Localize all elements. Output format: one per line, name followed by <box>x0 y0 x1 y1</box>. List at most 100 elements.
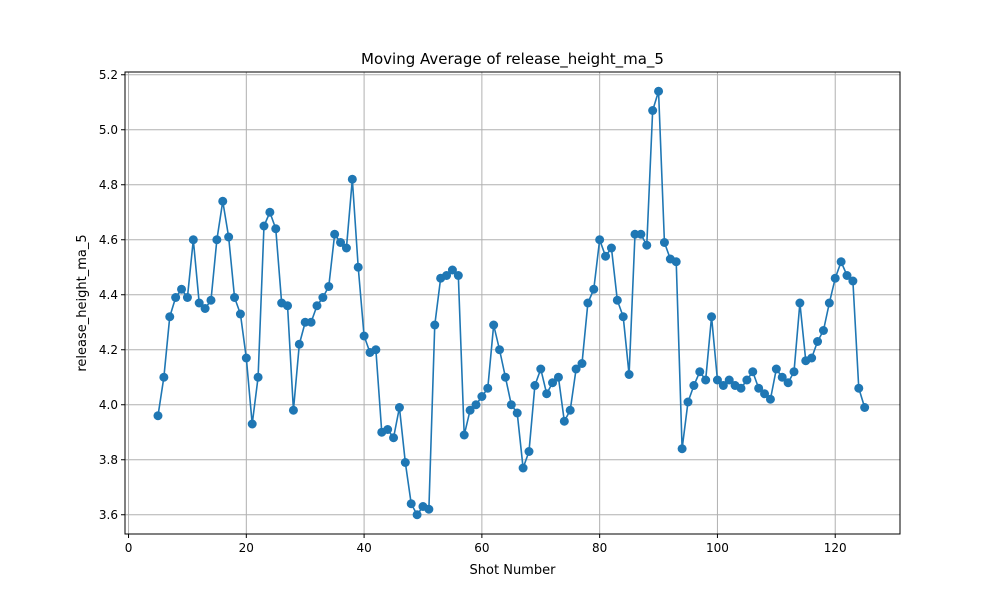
y-tick-label: 4.6 <box>99 233 118 247</box>
data-point <box>548 378 558 388</box>
data-point <box>842 271 852 280</box>
data-point <box>306 317 316 327</box>
data-point <box>748 367 758 377</box>
data-point <box>182 293 192 302</box>
data-point <box>371 345 381 355</box>
x-tick-label: 100 <box>706 541 729 555</box>
y-axis-label: release_height_ma_5 <box>75 234 90 371</box>
data-point <box>860 403 870 412</box>
data-point <box>424 504 434 514</box>
data-point <box>412 510 422 520</box>
data-point <box>854 383 864 393</box>
data-point <box>312 301 322 311</box>
data-point <box>689 381 699 390</box>
data-point <box>695 367 705 377</box>
data-point <box>483 383 493 393</box>
data-point <box>718 381 728 390</box>
data-point <box>265 207 275 217</box>
data-point <box>824 298 834 308</box>
data-point <box>159 372 169 382</box>
data-point <box>742 375 752 385</box>
data-point <box>783 378 793 388</box>
data-point <box>430 320 440 330</box>
data-point <box>777 372 787 382</box>
data-point <box>341 243 351 253</box>
data-point <box>218 196 228 206</box>
data-point <box>765 394 775 404</box>
data-point <box>530 381 540 390</box>
data-point <box>736 383 746 393</box>
data-point <box>565 405 575 415</box>
data-point <box>648 106 658 115</box>
data-point <box>259 221 269 231</box>
data-point <box>400 458 410 467</box>
data-point <box>624 370 634 379</box>
data-point <box>583 298 593 308</box>
data-point <box>813 337 823 346</box>
data-point <box>336 238 346 247</box>
x-tick-label: 80 <box>592 541 607 555</box>
chart-title: Moving Average of release_height_ma_5 <box>361 50 664 69</box>
data-point <box>359 331 369 341</box>
x-tick-label: 0 <box>125 541 133 555</box>
data-point <box>848 276 858 286</box>
data-point <box>288 405 298 415</box>
data-point <box>636 229 646 239</box>
data-point <box>459 430 469 440</box>
data-point <box>595 235 605 245</box>
data-point <box>324 282 334 291</box>
data-point <box>235 309 245 319</box>
data-point <box>453 271 463 280</box>
data-point <box>165 312 175 322</box>
data-point <box>512 408 522 418</box>
data-point <box>506 400 516 410</box>
data-point <box>406 499 416 509</box>
data-point <box>394 403 404 412</box>
data-point <box>224 232 234 242</box>
x-axis-ticks: 0 20 40 60 80 100 120 <box>125 534 847 555</box>
data-point <box>612 295 622 305</box>
data-point <box>618 312 628 322</box>
data-point <box>789 367 799 377</box>
x-axis-label: Shot Number <box>470 563 557 578</box>
data-point <box>542 389 552 399</box>
data-point <box>230 293 240 302</box>
data-point <box>347 174 357 184</box>
data-point <box>671 257 681 267</box>
data-point <box>830 273 840 283</box>
grid-lines <box>125 72 900 534</box>
data-point <box>330 229 340 239</box>
data-point <box>500 372 510 382</box>
data-point <box>559 416 569 426</box>
data-point <box>241 353 251 363</box>
data-point <box>271 224 281 234</box>
data-point <box>471 400 481 410</box>
data-point <box>253 372 263 382</box>
data-point <box>477 392 487 401</box>
data-point <box>294 339 304 349</box>
data-point <box>489 320 499 330</box>
data-point <box>353 262 363 272</box>
data-point <box>318 293 328 302</box>
data-point <box>283 301 293 311</box>
x-tick-label: 60 <box>474 541 489 555</box>
y-tick-label: 3.6 <box>99 508 118 522</box>
data-point <box>536 364 546 374</box>
data-point <box>606 243 616 253</box>
data-point <box>212 235 222 245</box>
data-point <box>206 295 216 305</box>
y-tick-label: 3.8 <box>99 453 118 467</box>
data-point <box>553 372 563 382</box>
data-point <box>654 86 664 96</box>
data-point <box>153 411 163 421</box>
y-tick-label: 5.0 <box>99 123 118 137</box>
x-tick-label: 120 <box>824 541 847 555</box>
data-point <box>724 375 734 385</box>
data-point <box>571 364 581 374</box>
data-point <box>194 298 204 308</box>
data-point <box>383 425 393 434</box>
data-point <box>795 298 805 308</box>
data-point <box>389 433 399 443</box>
